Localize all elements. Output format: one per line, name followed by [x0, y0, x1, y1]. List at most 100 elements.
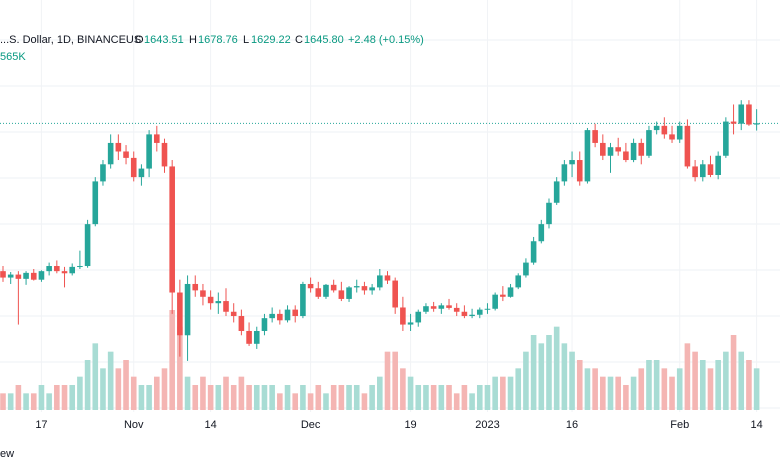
- candle-body: [707, 164, 714, 175]
- candle: [415, 309, 422, 327]
- candle-body: [115, 142, 122, 152]
- candle: [184, 275, 191, 361]
- volume-bar: [353, 385, 360, 410]
- candle-body: [30, 272, 37, 280]
- volume-bar: [0, 393, 6, 410]
- candle-body: [230, 311, 237, 317]
- volume-bar: [7, 393, 14, 410]
- candle: [630, 138, 637, 163]
- legend: ...S. Dollar, 1D, BINANCEUS O 1643.51 H …: [0, 34, 424, 63]
- candle-body: [200, 290, 206, 297]
- candle-body: [492, 294, 498, 309]
- candle-body: [261, 318, 268, 331]
- volume-bar: [84, 360, 91, 410]
- candle: [261, 313, 268, 336]
- volume-bar: [430, 385, 437, 410]
- candle-body: [346, 287, 352, 299]
- legend-change: +2.48 (+0.15%): [348, 34, 424, 46]
- candle: [215, 292, 222, 314]
- volume-bar: [307, 393, 314, 410]
- volume-bar: [361, 393, 368, 410]
- volume-bar: [692, 351, 698, 410]
- volume-bar: [315, 385, 322, 410]
- candle-body: [307, 283, 314, 289]
- volume-bar: [207, 385, 214, 410]
- volume-bar: [138, 385, 145, 410]
- candle: [569, 151, 575, 178]
- candle-body: [292, 309, 299, 317]
- candle: [169, 160, 175, 314]
- candle-body: [407, 322, 414, 325]
- volume-bar: [646, 360, 652, 410]
- candle-body: [377, 275, 383, 288]
- x-tick-label: 17: [35, 419, 47, 431]
- candle: [707, 155, 714, 178]
- volume-bar: [15, 385, 22, 410]
- candle: [692, 160, 698, 182]
- candle: [584, 127, 591, 184]
- volume-bar: [92, 343, 99, 410]
- candle-body: [400, 307, 406, 325]
- legend-volume: 565K: [0, 51, 26, 63]
- volume-bar: [300, 385, 306, 410]
- candle: [553, 177, 560, 205]
- candle-body: [369, 287, 375, 291]
- candle: [676, 121, 683, 143]
- volume-bar: [200, 376, 206, 410]
- candle: [715, 151, 721, 180]
- candle-body: [661, 125, 668, 135]
- candle-body: [646, 130, 652, 156]
- candle-body: [269, 313, 275, 319]
- candle-body: [23, 272, 29, 279]
- volume-bar: [169, 310, 175, 410]
- volume-bar: [107, 351, 114, 410]
- candle-body: [361, 286, 368, 291]
- candle: [253, 326, 260, 349]
- candle-body: [323, 284, 329, 297]
- candle-body: [576, 160, 583, 182]
- candle: [492, 292, 498, 311]
- volume-bar: [384, 351, 391, 410]
- volume-bar: [246, 385, 252, 410]
- volume-bar: [177, 326, 183, 410]
- candle-body: [100, 164, 106, 182]
- candle-body: [184, 283, 191, 336]
- candle: [130, 151, 137, 182]
- candle-body: [46, 266, 52, 272]
- candle-body: [330, 284, 337, 291]
- candle: [292, 305, 299, 323]
- volume-bar: [100, 368, 106, 410]
- candle-body: [223, 301, 229, 312]
- volume-bar: [77, 376, 83, 410]
- legend-close-label: C: [295, 34, 303, 46]
- volume-bar: [115, 368, 122, 410]
- x-tick-label: 16: [566, 419, 578, 431]
- volume-bar: [653, 360, 660, 410]
- candle: [384, 271, 391, 284]
- candle-body: [561, 164, 568, 182]
- candle-body: [69, 266, 76, 274]
- candle: [530, 236, 537, 265]
- volume-bar: [338, 385, 345, 410]
- x-tick-label: 14: [205, 419, 217, 431]
- candle: [61, 266, 68, 288]
- candle: [423, 303, 429, 314]
- candle: [284, 305, 291, 323]
- candle-body: [246, 330, 252, 344]
- volume-bar: [154, 376, 160, 410]
- candle: [607, 142, 614, 173]
- candle: [30, 269, 37, 281]
- candle-body: [638, 142, 645, 156]
- volume-bar: [377, 376, 383, 410]
- candle: [23, 271, 29, 285]
- candle-body: [584, 130, 591, 182]
- candle: [84, 219, 91, 268]
- candle-body: [684, 125, 691, 167]
- volume-bar: [607, 376, 614, 410]
- candle: [699, 160, 706, 182]
- candle-body: [515, 275, 522, 288]
- volume-bar: [553, 326, 560, 410]
- candle: [684, 119, 691, 169]
